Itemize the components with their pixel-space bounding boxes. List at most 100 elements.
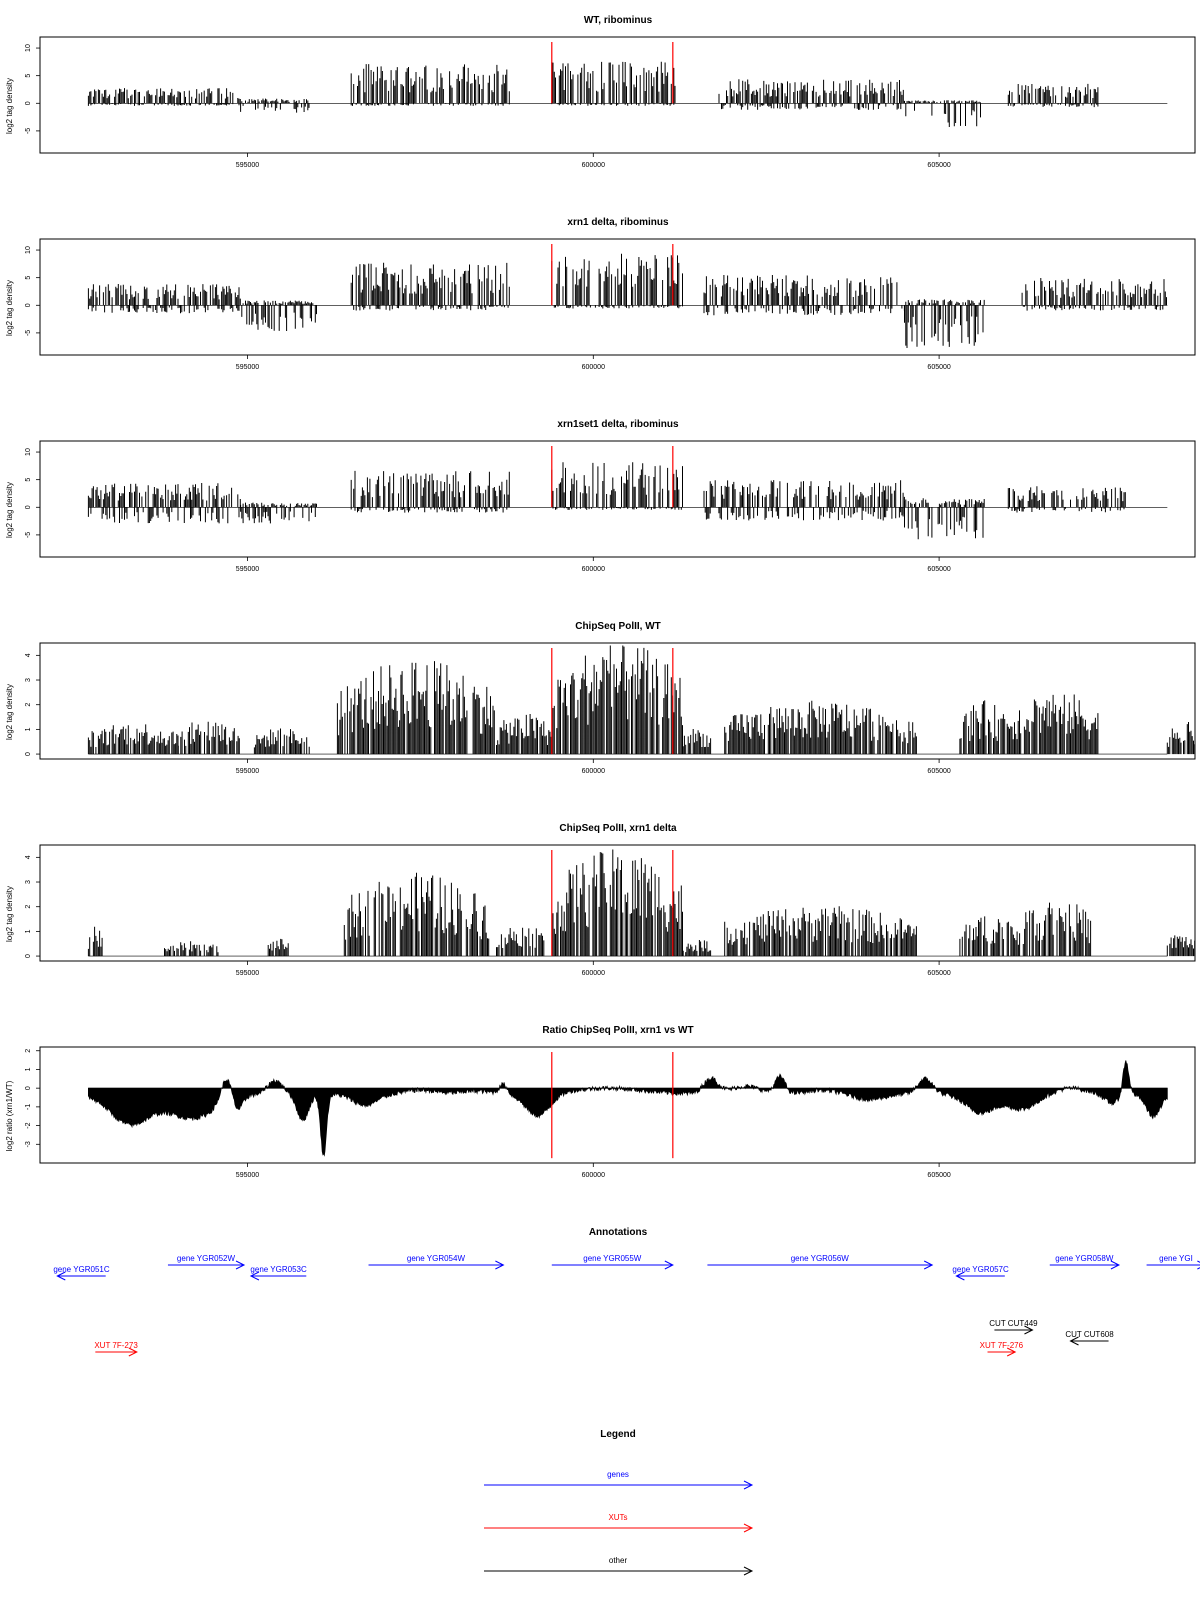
y-tick-label: 2 [25, 703, 32, 707]
panel-title: Ratio ChipSeq PolII, xrn1 vs WT [542, 1025, 693, 1036]
feature-label: gene YGR053C [250, 1265, 307, 1274]
feature-label: gene YGR052W [177, 1254, 236, 1263]
feature-label: CUT CUT449 [989, 1319, 1038, 1328]
plot-frame [39, 440, 1196, 558]
y-tick-label: 4 [25, 855, 32, 859]
y-tick-label: 0 [25, 303, 32, 307]
plot-area: 0 1 2 3 4 595000 600000 605000 [25, 642, 1196, 775]
gene-feature: gene YGR055W [551, 1254, 674, 1270]
signal-bars [87, 462, 1126, 540]
annotations-title: Annotations [589, 1227, 648, 1238]
y-axis-label: log2 tag density [5, 280, 14, 336]
feature-label: gene YGR058W [1055, 1254, 1114, 1263]
y-tick-label: -3 [25, 1141, 32, 1147]
x-tick-label: 605000 [927, 1172, 950, 1179]
feature-label: gene YGR055W [583, 1254, 642, 1263]
legend-arrowhead [743, 1480, 754, 1490]
other-feature: CUT CUT449 [989, 1319, 1038, 1335]
feature-arrowhead [495, 1260, 505, 1270]
y-tick-label: 5 [25, 74, 32, 78]
y-axis-label: log2 tag density [5, 482, 14, 538]
gene-feature: gene YGR053C [249, 1265, 307, 1281]
panel-title: ChipSeq PolII, xrn1 delta [559, 823, 677, 834]
y-axis-label: log2 tag density [5, 78, 14, 134]
panel-title: ChipSeq PolII, WT [575, 621, 661, 632]
annotations-panel: Annotations gene YGR051C gene YGR052W gene… [53, 1227, 1200, 1357]
feature-arrowhead [664, 1260, 674, 1270]
legend-arrowhead [743, 1566, 754, 1576]
feature-arrowhead [955, 1271, 965, 1281]
gene-feature: gene YGR057C [952, 1265, 1009, 1281]
x-tick-label: 600000 [582, 768, 605, 775]
feature-arrowhead [923, 1260, 934, 1270]
gene-feature: gene YGR052W [167, 1254, 246, 1270]
x-tick-label: 595000 [236, 768, 259, 775]
x-tick-label: 600000 [582, 970, 605, 977]
x-tick-label: 605000 [927, 970, 950, 977]
x-tick-label: 600000 [582, 566, 605, 573]
plot-frame [39, 1046, 1196, 1164]
y-tick-label: -1 [25, 1104, 32, 1110]
gene-feature: gene YGR054W [368, 1254, 505, 1270]
legend-label: other [609, 1556, 628, 1565]
x-tick-label: 600000 [582, 162, 605, 169]
feature-arrowhead [56, 1271, 66, 1281]
y-tick-label: 1 [25, 727, 32, 731]
x-tick-label: 595000 [236, 162, 259, 169]
x-tick-label: 600000 [582, 1172, 605, 1179]
legend-items: genes XUTs other [484, 1470, 754, 1576]
panel-title: xrn1 delta, ribominus [567, 217, 669, 228]
feature-label: gene YGI [1159, 1254, 1193, 1263]
legend-label: XUTs [608, 1513, 627, 1522]
plot-frame [39, 36, 1196, 154]
signal-bars [87, 849, 1196, 957]
feature-arrowhead [249, 1271, 260, 1281]
y-tick-label: 0 [25, 505, 32, 509]
y-tick-label: -2 [25, 1122, 32, 1128]
y-tick-label: -5 [25, 128, 32, 134]
ratio-area [88, 1060, 1168, 1157]
y-tick-label: 3 [25, 678, 32, 682]
legend-item-gene: genes [484, 1470, 754, 1490]
x-tick-label: 605000 [927, 768, 950, 775]
panel-chip-wt: ChipSeq PolII, WT log2 tag density 0 1 2 3 4… [5, 621, 1196, 775]
x-tick-label: 605000 [927, 566, 950, 573]
x-tick-label: 595000 [236, 1172, 259, 1179]
y-tick-label: -5 [25, 330, 32, 336]
y-tick-label: 10 [25, 246, 32, 254]
feature-arrowhead [235, 1260, 246, 1270]
plot-area: -5 0 5 10 595000 600000 605000 [25, 36, 1196, 169]
feature-arrowhead [1069, 1336, 1079, 1346]
y-axis-label: log2 tag density [5, 684, 14, 740]
panel-rna-xrn1: xrn1 delta, ribominus log2 tag density -… [5, 217, 1196, 371]
gene-feature: gene YGR051C [53, 1265, 110, 1281]
legend-arrowhead [743, 1523, 754, 1533]
y-tick-label: 0 [25, 752, 32, 756]
y-tick-label: 3 [25, 880, 32, 884]
x-tick-label: 605000 [927, 162, 950, 169]
y-tick-label: 0 [25, 954, 32, 958]
plot-area: 0 1 2 3 4 595000 600000 605000 [25, 844, 1196, 977]
y-tick-label: 5 [25, 276, 32, 280]
legend-title: Legend [600, 1429, 636, 1440]
feature-label: gene YGR054W [407, 1254, 466, 1263]
panel-rna-wt: WT, ribominus log2 tag density -5 0 5 10 595… [5, 15, 1196, 169]
panel-title: xrn1set1 delta, ribominus [557, 419, 679, 430]
x-tick-label: 605000 [927, 364, 950, 371]
feature-arrowhead [1110, 1260, 1121, 1270]
x-tick-label: 595000 [236, 970, 259, 977]
panel-title: WT, ribominus [584, 15, 653, 26]
legend-label: genes [607, 1470, 629, 1479]
feature-label: XUT 7F-273 [94, 1341, 138, 1350]
y-tick-label: 1 [25, 929, 32, 933]
panel-rna-xrn1set1: xrn1set1 delta, ribominus log2 tag densi… [5, 419, 1196, 573]
legend: Legend genes XUTs other [484, 1429, 754, 1576]
signal-bars [87, 253, 1167, 348]
y-tick-label: 10 [25, 44, 32, 52]
xut-feature: XUT 7F-273 [94, 1341, 138, 1357]
y-axis-label: log2 tag density [5, 886, 14, 942]
feature-arrowhead [1006, 1347, 1017, 1357]
feature-arrowhead [128, 1347, 138, 1357]
x-tick-label: 595000 [236, 364, 259, 371]
